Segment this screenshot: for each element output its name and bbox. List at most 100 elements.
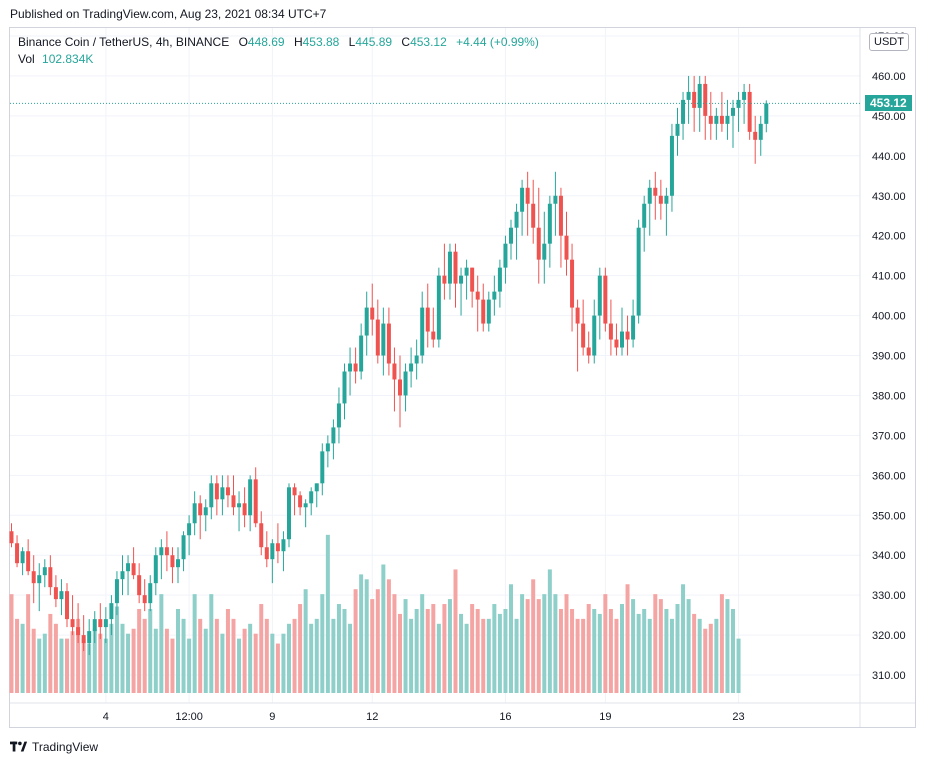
volume-bar (159, 594, 164, 693)
volume-bar (59, 638, 64, 693)
volume-bar (292, 618, 297, 693)
volume-bar (625, 584, 630, 693)
candle-body (375, 319, 380, 356)
candle-body (225, 487, 230, 496)
volume-bar (581, 618, 586, 693)
candle-body (253, 479, 258, 524)
volume-bar (620, 604, 624, 693)
candle-body (203, 507, 208, 516)
volume-bar (176, 608, 180, 693)
candle-body (597, 275, 602, 316)
candle-body (658, 195, 663, 204)
candle-body (131, 563, 136, 576)
candle-body (459, 275, 464, 284)
candle-body (703, 83, 708, 116)
volume-bar (442, 604, 447, 693)
volume-bar (103, 638, 108, 693)
candle-body (509, 227, 513, 244)
volume-bar (475, 608, 480, 693)
candle-body (314, 483, 319, 492)
candle-body (442, 275, 447, 284)
volume-bar (381, 564, 386, 693)
volume-bar (614, 618, 619, 693)
candle-body (237, 503, 242, 508)
candle-body (486, 299, 491, 324)
footer: TradingView (10, 740, 98, 754)
candle-body (475, 291, 480, 300)
candle-body (553, 195, 558, 204)
candle-body (114, 579, 119, 604)
published-note: Published on TradingView.com, Aug 23, 20… (10, 7, 327, 21)
volume-bar (9, 594, 14, 693)
volume-bar (137, 608, 142, 693)
volume-bar (486, 618, 491, 693)
candle-body (681, 99, 686, 124)
volume-bar (597, 613, 602, 693)
volume-bar (714, 618, 719, 693)
volume-bar (697, 618, 702, 693)
volume-bar (703, 628, 708, 693)
candle-body (353, 363, 358, 372)
high-value: 453.88 (302, 35, 340, 49)
candle-body (631, 315, 636, 340)
y-tick-label: 360.00 (872, 470, 906, 482)
volume-bar (26, 594, 31, 693)
candle-body (9, 531, 14, 544)
volume-bar (109, 623, 114, 693)
volume-bar (209, 594, 214, 693)
volume-bar (570, 608, 575, 693)
candle-body (719, 115, 724, 124)
candle-body (436, 275, 441, 340)
volume-bar (436, 623, 441, 693)
candle-body (398, 379, 402, 396)
candle-body (359, 335, 364, 372)
candle-body (447, 251, 452, 284)
volume-value: 102.834K (42, 52, 94, 66)
volume-bar (520, 594, 525, 693)
volume-bar (364, 579, 369, 693)
candle-body (453, 251, 458, 284)
candle-body (65, 591, 69, 620)
candle-body (187, 523, 192, 536)
volume-bar (259, 604, 264, 693)
y-tick-label: 340.00 (872, 550, 906, 562)
low-label: L (348, 35, 356, 49)
candle-body (137, 575, 142, 596)
candle-body (581, 323, 586, 348)
candle-body (570, 259, 575, 308)
y-tick-label: 460.00 (872, 71, 906, 83)
candle-body (531, 203, 536, 228)
candle-body (159, 547, 164, 556)
candle-body (481, 299, 486, 324)
candle-body (392, 363, 397, 380)
volume-bar (198, 618, 203, 693)
volume-bar (336, 604, 341, 693)
volume-bar (497, 613, 502, 693)
x-tick-label: 4 (103, 711, 109, 723)
volume-bar (547, 569, 552, 693)
candle-body (470, 267, 475, 292)
candle-body (736, 99, 741, 108)
volume-bar (192, 594, 197, 693)
y-tick-label: 410.00 (872, 271, 906, 283)
candle-body (81, 635, 86, 644)
currency-button[interactable]: USDT (869, 33, 909, 51)
volume-bar (398, 613, 402, 693)
tradingview-logo-icon (10, 741, 28, 752)
candle-body (675, 123, 680, 136)
y-tick-label: 440.00 (872, 151, 906, 163)
candle-body (336, 403, 341, 428)
candle-body (614, 339, 619, 348)
volume-bar (153, 628, 158, 693)
volume-bar (447, 599, 452, 693)
open-label: O (238, 35, 248, 49)
candle-body (325, 443, 330, 452)
close-label: C (401, 35, 411, 49)
chart-legend: Binance Coin / TetherUS, 4h, BINANCE O44… (18, 35, 539, 49)
candle-body (26, 551, 31, 572)
volume-bar (564, 594, 569, 693)
candle-body (425, 307, 430, 332)
volume-bar (536, 599, 541, 693)
candle-body (48, 567, 53, 588)
